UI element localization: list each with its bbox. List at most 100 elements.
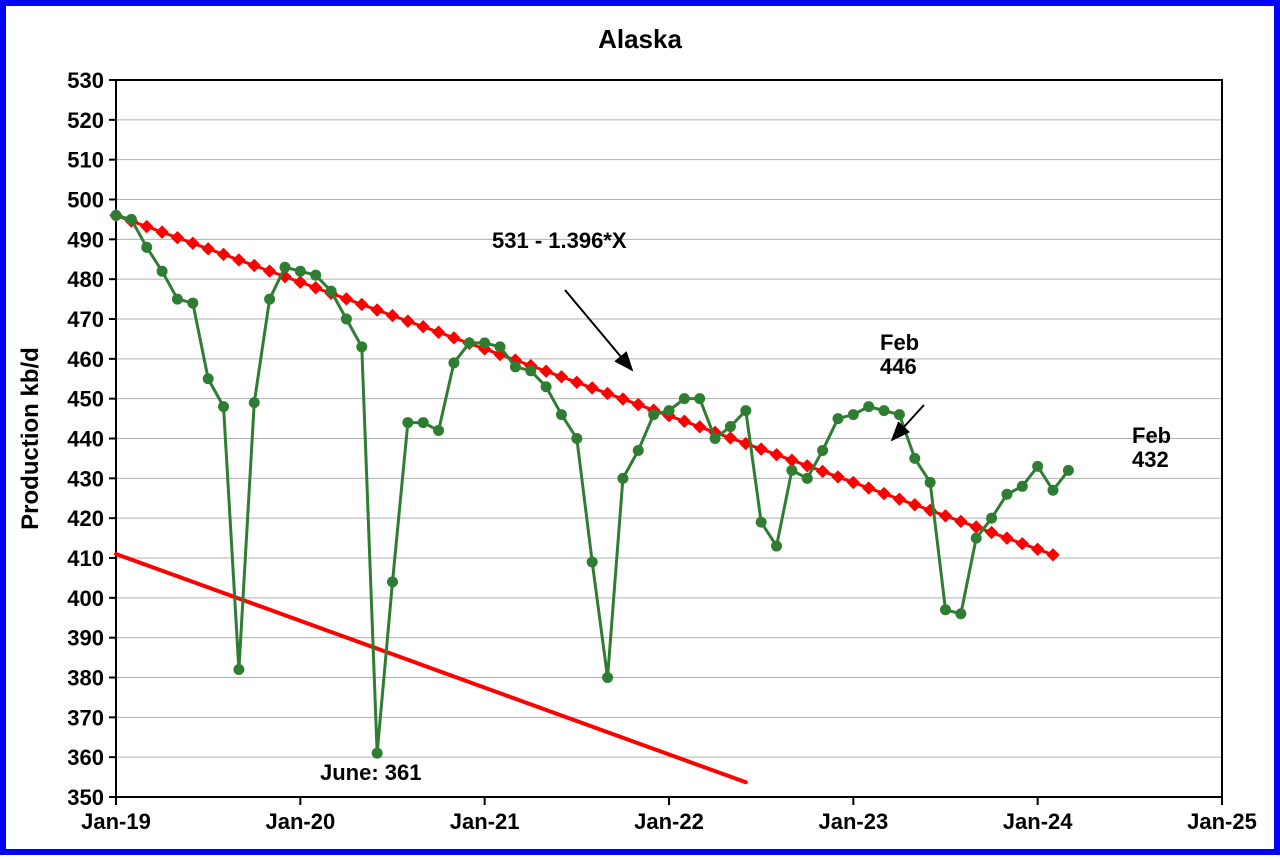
production-marker <box>756 517 766 527</box>
trend-diamond-marker <box>371 304 383 316</box>
production-marker <box>172 294 182 304</box>
xtick-label: Jan-25 <box>1187 809 1257 834</box>
production-marker <box>925 477 935 487</box>
annotation-feb446: Feb446 <box>880 330 919 379</box>
production-marker <box>142 242 152 252</box>
trend-diamond-marker <box>1047 549 1059 561</box>
production-marker <box>510 362 520 372</box>
production-marker <box>772 541 782 551</box>
production-marker <box>326 286 336 296</box>
production-marker <box>695 394 705 404</box>
production-marker <box>480 338 490 348</box>
ytick-label: 510 <box>67 148 104 173</box>
production-marker <box>1017 481 1027 491</box>
xtick-label: Jan-20 <box>265 809 335 834</box>
production-marker <box>894 410 904 420</box>
trend-diamond-marker <box>940 510 952 522</box>
ytick-label: 420 <box>67 506 104 531</box>
trend-diamond-marker <box>909 499 921 511</box>
production-marker <box>879 406 889 416</box>
production-marker <box>864 402 874 412</box>
trend-diamond-marker <box>202 243 214 255</box>
trend-diamond-marker <box>678 415 690 427</box>
production-marker <box>526 366 536 376</box>
trend-diamond-marker <box>540 365 552 377</box>
production-marker <box>618 473 628 483</box>
production-marker <box>157 266 167 276</box>
trend-diamond-marker <box>755 443 767 455</box>
trend-diamond-marker <box>448 332 460 344</box>
production-marker <box>341 314 351 324</box>
ytick-label: 530 <box>67 68 104 93</box>
trend-diamond-marker <box>171 232 183 244</box>
production-marker <box>449 358 459 368</box>
production-marker <box>649 410 659 420</box>
chart-frame: Alaska3503603703803904004104204304404504… <box>0 0 1280 855</box>
trend-diamond-marker <box>694 421 706 433</box>
trend-diamond-marker <box>832 471 844 483</box>
ytick-label: 400 <box>67 586 104 611</box>
trend-diamond-marker <box>1032 543 1044 555</box>
trend-diamond-marker <box>294 276 306 288</box>
chart-svg-container: Alaska3503603703803904004104204304404504… <box>0 0 1280 855</box>
trend-diamond-marker <box>617 393 629 405</box>
chart-svg: Alaska3503603703803904004104204304404504… <box>0 0 1280 855</box>
trend-diamond-marker <box>632 399 644 411</box>
ytick-label: 430 <box>67 466 104 491</box>
production-marker <box>388 577 398 587</box>
annotation-feb432: Feb432 <box>1132 423 1171 472</box>
xtick-label: Jan-19 <box>81 809 151 834</box>
production-marker <box>971 533 981 543</box>
production-marker <box>126 214 136 224</box>
xtick-label: Jan-21 <box>450 809 520 834</box>
trend-diamond-marker <box>310 282 322 294</box>
production-marker <box>633 445 643 455</box>
xtick-label: Jan-24 <box>1003 809 1073 834</box>
production-marker <box>802 473 812 483</box>
production-marker <box>818 445 828 455</box>
trend-diamond-marker <box>340 293 352 305</box>
ytick-label: 490 <box>67 227 104 252</box>
trend-diamond-marker <box>771 449 783 461</box>
trend-diamond-marker <box>863 482 875 494</box>
production-marker <box>587 557 597 567</box>
trend-diamond-marker <box>233 254 245 266</box>
trend-diamond-marker <box>602 387 614 399</box>
trend-diamond-marker <box>402 315 414 327</box>
production-marker <box>1063 465 1073 475</box>
trend-diamond-marker <box>141 221 153 233</box>
ytick-label: 500 <box>67 188 104 213</box>
production-marker <box>556 410 566 420</box>
trend-diamond-marker <box>878 488 890 500</box>
trend-diamond-marker <box>586 382 598 394</box>
trend-diamond-marker <box>817 465 829 477</box>
production-markers <box>111 210 1073 758</box>
production-marker <box>188 298 198 308</box>
trend-diamond-marker <box>571 376 583 388</box>
trend-diamond-marker <box>387 310 399 322</box>
ytick-label: 390 <box>67 626 104 651</box>
production-marker <box>725 422 735 432</box>
xtick-label: Jan-23 <box>818 809 888 834</box>
production-marker <box>295 266 305 276</box>
production-marker <box>265 294 275 304</box>
ytick-label: 360 <box>67 745 104 770</box>
production-marker <box>956 609 966 619</box>
production-marker <box>1048 485 1058 495</box>
chart-title: Alaska <box>598 24 682 54</box>
xtick-label: Jan-22 <box>634 809 704 834</box>
annotation-arrow-formula <box>565 290 632 370</box>
ytick-label: 460 <box>67 347 104 372</box>
trend-diamond-marker <box>786 454 798 466</box>
ytick-label: 520 <box>67 108 104 133</box>
trend-diamond-marker <box>417 321 429 333</box>
ytick-label: 380 <box>67 666 104 691</box>
trend-diamond-marker <box>218 248 230 260</box>
trend-diamond-marker <box>1001 532 1013 544</box>
y-axis-label: Production kb/d <box>17 347 44 530</box>
production-marker <box>219 402 229 412</box>
production-marker <box>249 398 259 408</box>
trend-diamond-marker <box>156 226 168 238</box>
production-marker <box>833 414 843 424</box>
trend-lower-line <box>116 554 746 782</box>
